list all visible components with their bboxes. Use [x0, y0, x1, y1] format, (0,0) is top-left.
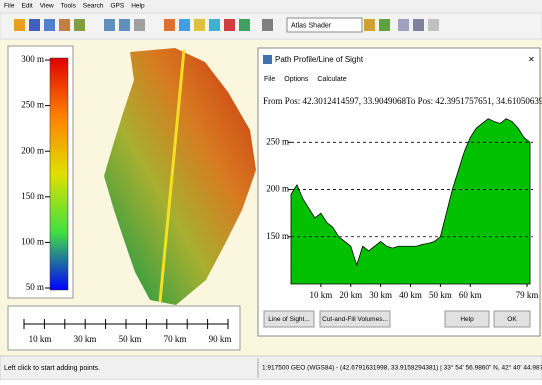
x-tick-label: 79 km	[516, 290, 539, 300]
icon[interactable]	[29, 19, 40, 31]
status-right: 1:917500 GEO (WGS84) - (42.6791631998, 3…	[262, 364, 542, 372]
dialog-menu-item[interactable]: File	[264, 76, 275, 83]
icon[interactable]	[119, 19, 130, 31]
x-tick-label: 30 km	[369, 290, 392, 300]
scale-label: 90 km	[209, 334, 232, 344]
x-tick-label: 10 km	[309, 290, 332, 300]
x-tick-label: 60 km	[459, 290, 482, 300]
icon[interactable]	[364, 19, 375, 31]
icon[interactable]	[224, 19, 235, 31]
menu-item[interactable]: Edit	[21, 3, 32, 10]
menu-item[interactable]: Tools	[61, 3, 77, 10]
legend-label: 250 m	[21, 100, 44, 110]
icon[interactable]	[413, 19, 424, 31]
icon[interactable]	[14, 19, 25, 31]
dialog-menu-item[interactable]: Calculate	[317, 76, 346, 83]
button-label[interactable]: Cut-and-Fill Volumes...	[322, 316, 388, 323]
x-tick-label: 40 km	[399, 290, 422, 300]
close-button[interactable]: ✕	[528, 55, 535, 64]
dialog-menu-item[interactable]: Options	[284, 76, 309, 83]
icon[interactable]	[379, 19, 390, 31]
menu-item[interactable]: GPS	[110, 3, 124, 10]
scale-label: 50 km	[119, 334, 142, 344]
scale-label: 10 km	[29, 334, 52, 344]
legend-label: 300 m	[21, 54, 44, 64]
x-tick-label: 20 km	[339, 290, 362, 300]
from-to: From Pos: 42.3012414597, 33.9049068To Po…	[263, 96, 542, 106]
icon[interactable]	[59, 19, 70, 31]
icon[interactable]	[262, 19, 273, 31]
menu-item[interactable]: View	[40, 3, 54, 10]
y-tick-label: 250 m	[266, 136, 289, 146]
icon[interactable]	[134, 19, 145, 31]
page: File Edit View Tools Search GPS Help Atlas Sha…	[0, 0, 542, 380]
menu-bar: File Edit View Tools Search GPS Help	[4, 3, 145, 10]
menu-item[interactable]: Help	[131, 3, 145, 10]
scale-label: 30 km	[74, 334, 97, 344]
status-left: Left click to start adding points.	[4, 365, 100, 372]
icon[interactable]	[44, 19, 55, 31]
menu-item[interactable]: File	[4, 3, 15, 10]
y-tick-label: 200 m	[266, 184, 289, 194]
scale-label: 70 km	[164, 334, 187, 344]
button-label[interactable]: Line of Sight...	[268, 316, 310, 323]
icon[interactable]	[104, 19, 115, 31]
icon[interactable]	[194, 19, 205, 31]
dialog-icon	[263, 55, 272, 64]
button-label[interactable]: OK	[507, 316, 517, 323]
y-tick-label: 150 m	[266, 231, 289, 241]
dialog-title: Path Profile/Line of Sight	[275, 55, 364, 64]
screen: File Edit View Tools Search GPS Help Atlas Sha…	[0, 0, 542, 380]
legend-label: 150 m	[21, 191, 44, 201]
legend-label: 100 m	[21, 236, 44, 246]
icon[interactable]	[74, 19, 85, 31]
legend-label: 50 m	[26, 282, 44, 292]
icon[interactable]	[428, 19, 439, 31]
icon[interactable]	[239, 19, 250, 31]
button-label[interactable]: Help	[460, 316, 474, 323]
icon[interactable]	[209, 19, 220, 31]
legend-label: 200 m	[21, 145, 44, 155]
icon[interactable]	[179, 19, 190, 31]
x-tick-label: 50 km	[429, 290, 452, 300]
icon[interactable]	[164, 19, 175, 31]
color-ramp	[50, 58, 68, 290]
menu-item[interactable]: Search	[83, 3, 104, 10]
shader-name: Atlas Shader	[291, 22, 332, 29]
icon[interactable]	[398, 19, 409, 31]
